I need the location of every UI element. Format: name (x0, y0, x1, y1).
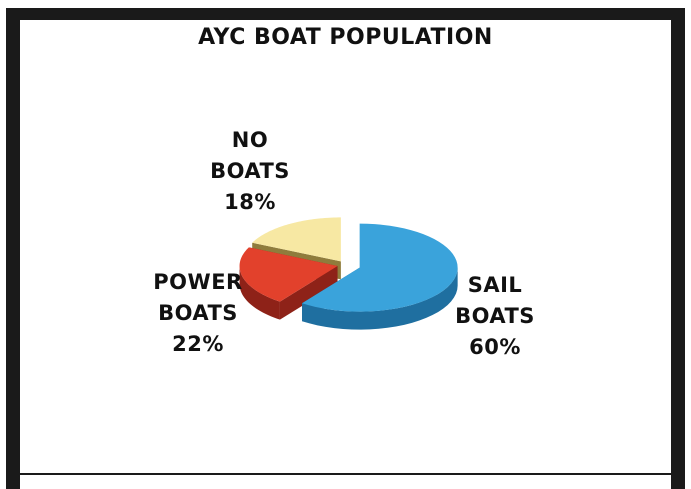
slice-label-sail-boats: SAIL BOATS 60% (455, 273, 535, 359)
slice-label-no-boats: NO BOATS 18% (210, 128, 290, 214)
pie-slice-top-no-boats (252, 217, 341, 262)
pie-slice-sail-boats (302, 223, 458, 330)
frame-right-border (671, 8, 685, 489)
pie-slice-power-boats (239, 247, 338, 320)
frame-bottom-line (20, 473, 671, 475)
slice-label-power-boats: POWER BOATS 22% (153, 270, 243, 356)
pie-slice-top-sail-boats (302, 223, 458, 312)
frame-left-border (6, 8, 20, 489)
pie-slice-rim-sail-boats (302, 267, 458, 330)
frame-top-border (6, 8, 685, 20)
pie-chart (239, 217, 458, 330)
chart-title: AYC BOAT POPULATION (198, 25, 493, 50)
pie-slice-rim-power-boats (239, 266, 280, 320)
pie-slice-top-power-boats (239, 247, 338, 302)
